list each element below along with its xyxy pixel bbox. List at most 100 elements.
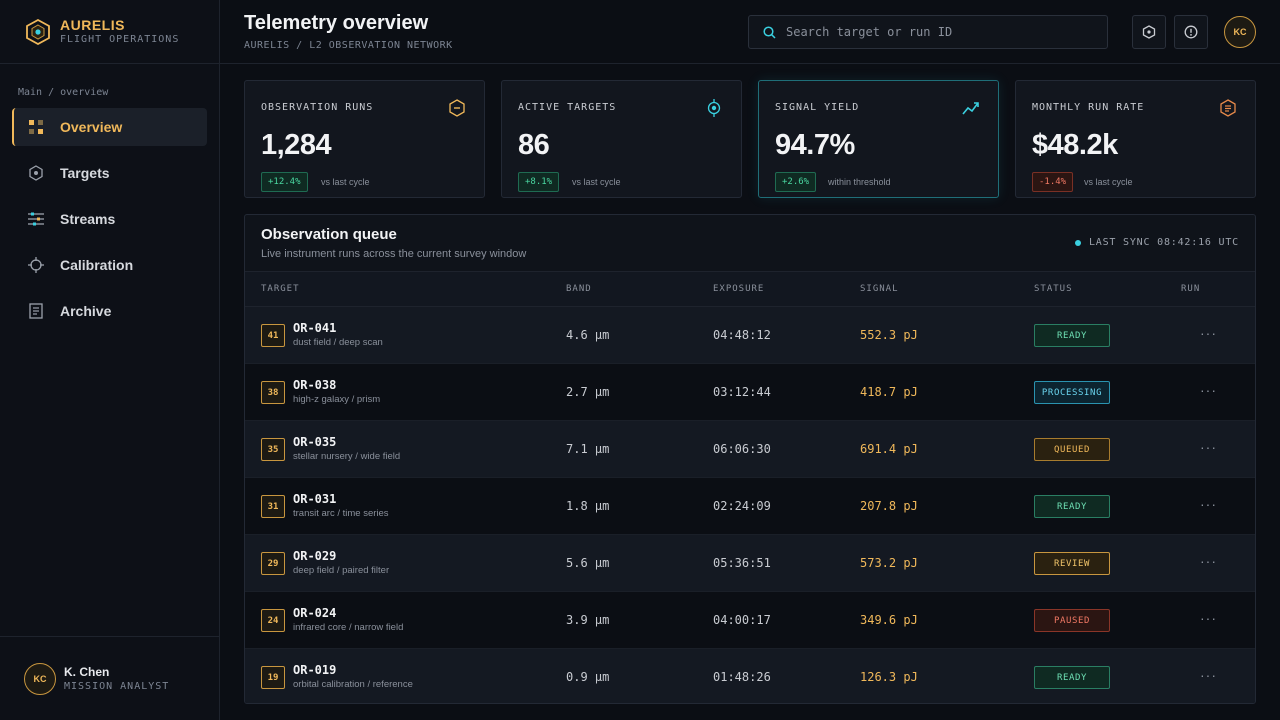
kpi-label: SIGNAL YIELD <box>775 102 860 113</box>
hexagon-logo-icon <box>26 18 50 45</box>
run-id[interactable]: OR-031 <box>293 492 337 506</box>
run-description: high-z galaxy / prism <box>293 394 381 405</box>
table-row[interactable]: 19 OR-019 orbital calibration / referenc… <box>245 649 1255 703</box>
signal-value: 552.3 pJ <box>860 328 918 342</box>
sidebar-item-label: Archive <box>60 303 112 319</box>
table-row[interactable]: 29 OR-029 deep field / paired filter 5.6… <box>245 535 1255 592</box>
signal-value: 691.4 pJ <box>860 442 918 456</box>
hexagon-settings-button[interactable] <box>1132 15 1166 49</box>
user-role: MISSION ANALYST <box>64 680 170 692</box>
sync-status: LAST SYNC 08:42:16 UTC <box>1074 237 1239 248</box>
crosshair-icon <box>28 257 44 273</box>
status-badge: QUEUED <box>1034 438 1110 461</box>
table-row[interactable]: 41 OR-041 dust field / deep scan 4.6 µm … <box>245 307 1255 364</box>
kpi-delta-badge: +12.4% <box>261 172 308 192</box>
table-row[interactable]: 38 OR-038 high-z galaxy / prism 2.7 µm 0… <box>245 364 1255 421</box>
sidebar-item-overview[interactable]: Overview <box>12 108 207 146</box>
header-avatar[interactable]: KC <box>1224 16 1256 48</box>
sidebar-item-label: Calibration <box>60 257 134 273</box>
column-header-exposure[interactable]: EXPOSURE <box>713 284 765 294</box>
sidebar-item-label: Overview <box>60 119 123 135</box>
kpi-card-monthly-run-rate[interactable]: MONTHLY RUN RATE $48.2k -1.4% vs last cy… <box>1015 80 1256 198</box>
sidebar-item-archive[interactable]: Archive <box>12 292 207 330</box>
search-input[interactable] <box>786 25 1086 39</box>
sidebar-item-streams[interactable]: Streams <box>12 200 207 238</box>
table-row[interactable]: 31 OR-031 transit arc / time series 1.8 … <box>245 478 1255 535</box>
run-id[interactable]: OR-041 <box>293 321 337 335</box>
rank-badge: 29 <box>261 552 285 575</box>
user-name: K. Chen <box>64 664 110 679</box>
kpi-card-observation-runs[interactable]: OBSERVATION RUNS 1,284 +12.4% vs last cy… <box>244 80 485 198</box>
brand[interactable]: AURELIS FLIGHT OPERATIONS <box>0 0 219 64</box>
band-value: 7.1 µm <box>566 442 610 456</box>
kpi-label: MONTHLY RUN RATE <box>1032 102 1145 113</box>
run-description: dust field / deep scan <box>293 337 383 348</box>
column-header-target[interactable]: TARGET <box>261 284 300 294</box>
kpi-delta-badge: -1.4% <box>1032 172 1074 192</box>
column-header-band[interactable]: BAND <box>566 284 592 294</box>
more-options-icon[interactable]: ··· <box>1200 325 1217 341</box>
signal-value: 418.7 pJ <box>860 385 918 399</box>
status-badge: REVIEW <box>1034 552 1110 575</box>
rank-badge: 31 <box>261 495 285 518</box>
band-value: 1.8 µm <box>566 499 610 513</box>
sidebar-item-label: Streams <box>60 211 116 227</box>
sidebar-item-targets[interactable]: Targets <box>12 154 207 192</box>
band-value: 0.9 µm <box>566 670 610 684</box>
hexagon-minus-icon <box>449 99 465 117</box>
band-value: 5.6 µm <box>566 556 610 570</box>
search-bar[interactable] <box>748 15 1108 49</box>
exposure-value: 04:00:17 <box>713 613 771 627</box>
sidebar: AURELIS FLIGHT OPERATIONS Main / overvie… <box>0 0 220 720</box>
run-id[interactable]: OR-029 <box>293 549 337 563</box>
more-options-icon[interactable]: ··· <box>1200 667 1217 683</box>
run-id[interactable]: OR-019 <box>293 663 337 677</box>
run-description: transit arc / time series <box>293 508 389 519</box>
user-profile[interactable]: KC K. Chen MISSION ANALYST <box>0 636 219 720</box>
grid-icon <box>28 119 44 135</box>
column-header-status[interactable]: STATUS <box>1034 284 1073 294</box>
table-row[interactable]: 35 OR-035 stellar nursery / wide field 7… <box>245 421 1255 478</box>
hexagon-settings-icon <box>1142 25 1156 39</box>
run-description: infrared core / narrow field <box>293 622 404 633</box>
hexagon-target-icon <box>28 165 44 181</box>
kpi-delta-badge: +2.6% <box>775 172 817 192</box>
kpi-card-signal-yield[interactable]: SIGNAL YIELD 94.7% +2.6% within threshol… <box>758 80 999 198</box>
observation-queue-panel: Observation queue Live instrument runs a… <box>244 214 1256 704</box>
kpi-note: within threshold <box>828 177 891 187</box>
run-id[interactable]: OR-024 <box>293 606 337 620</box>
more-options-icon[interactable]: ··· <box>1200 382 1217 398</box>
exposure-value: 05:36:51 <box>713 556 771 570</box>
signal-value: 349.6 pJ <box>860 613 918 627</box>
top-header: Telemetry overview AURELIS / L2 OBSERVAT… <box>220 0 1280 64</box>
run-description: orbital calibration / reference <box>293 679 413 690</box>
more-options-icon[interactable]: ··· <box>1200 496 1217 512</box>
rank-badge: 35 <box>261 438 285 461</box>
exposure-value: 01:48:26 <box>713 670 771 684</box>
search-icon <box>763 25 776 39</box>
exposure-value: 06:06:30 <box>713 442 771 456</box>
kpi-label: ACTIVE TARGETS <box>518 102 617 113</box>
status-badge: PROCESSING <box>1034 381 1110 404</box>
run-id[interactable]: OR-038 <box>293 378 337 392</box>
column-header-signal[interactable]: SIGNAL <box>860 284 899 294</box>
kpi-note: vs last cycle <box>572 177 621 187</box>
kpi-note: vs last cycle <box>321 177 370 187</box>
kpi-value: 94.7% <box>775 129 855 161</box>
run-id[interactable]: OR-035 <box>293 435 337 449</box>
status-badge: READY <box>1034 495 1110 518</box>
brand-subtitle: FLIGHT OPERATIONS <box>60 33 180 45</box>
run-description: deep field / paired filter <box>293 565 390 576</box>
kpi-card-active-targets[interactable]: ACTIVE TARGETS 86 +8.1% vs last cycle <box>501 80 742 198</box>
band-value: 4.6 µm <box>566 328 610 342</box>
alerts-button[interactable] <box>1174 15 1208 49</box>
more-options-icon[interactable]: ··· <box>1200 553 1217 569</box>
more-options-icon[interactable]: ··· <box>1200 610 1217 626</box>
more-options-icon[interactable]: ··· <box>1200 439 1217 455</box>
hexagon-doc-icon <box>1220 99 1236 117</box>
signal-value: 573.2 pJ <box>860 556 918 570</box>
page-title: Telemetry overview <box>244 12 429 34</box>
sidebar-item-calibration[interactable]: Calibration <box>12 246 207 284</box>
status-badge: PAUSED <box>1034 609 1110 632</box>
table-row[interactable]: 24 OR-024 infrared core / narrow field 3… <box>245 592 1255 649</box>
